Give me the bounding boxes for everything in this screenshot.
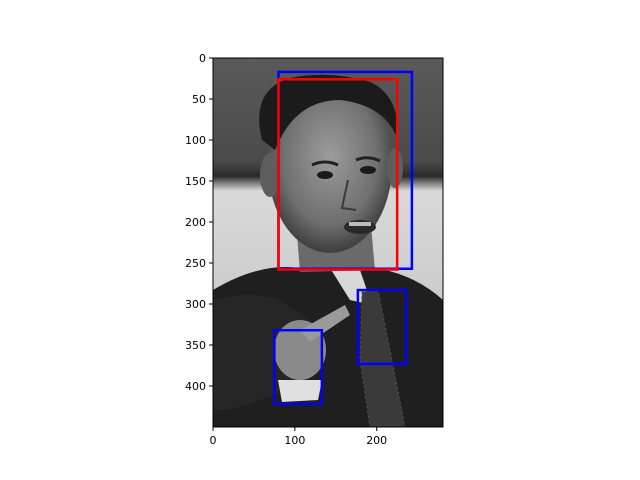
y-tick-label: 350 [185, 339, 206, 352]
axes-frame [212, 57, 444, 428]
x-tick-label: 0 [210, 434, 217, 447]
x-tick-label: 100 [284, 434, 305, 447]
x-axis: 0 100 200 [210, 427, 387, 447]
y-tick-label: 250 [185, 257, 206, 270]
x-tick-label: 200 [366, 434, 387, 447]
y-tick-label: 100 [185, 134, 206, 147]
bounding-box-3 [356, 288, 408, 366]
bounding-boxes [273, 70, 414, 406]
y-tick-label: 150 [185, 175, 206, 188]
bounding-box-4 [273, 328, 324, 406]
bounding-box-2 [277, 78, 399, 271]
photo-image [213, 58, 443, 427]
y-tick-label: 50 [192, 93, 206, 106]
y-tick-label: 400 [185, 380, 206, 393]
y-tick-label: 300 [185, 298, 206, 311]
y-tick-label: 200 [185, 216, 206, 229]
y-axis: 0 50 100 150 200 250 300 350 400 [185, 52, 213, 393]
y-tick-label: 0 [199, 52, 206, 65]
